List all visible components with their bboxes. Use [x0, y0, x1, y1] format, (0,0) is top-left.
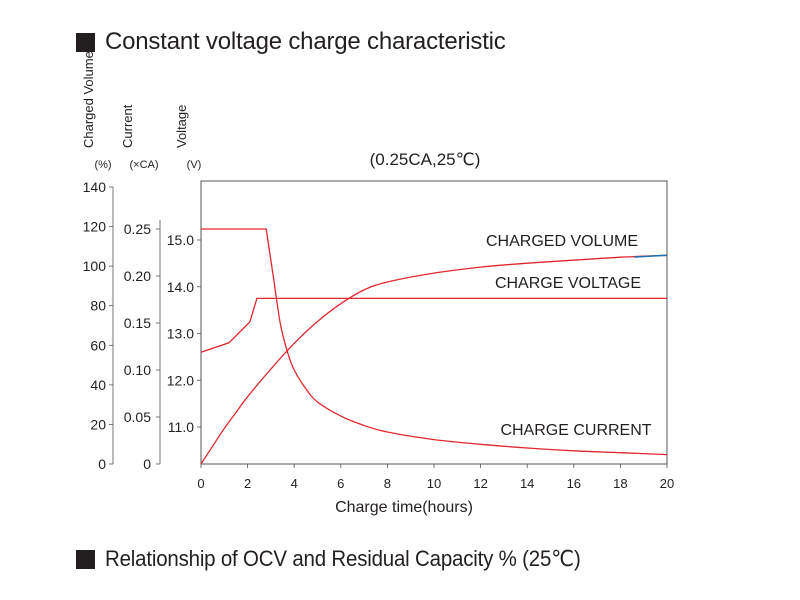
data-point [527, 447, 528, 448]
data-point [294, 369, 295, 370]
series-line-charge-current [201, 228, 668, 456]
data-point [305, 388, 306, 389]
data-point [433, 272, 434, 273]
data-point [340, 303, 341, 304]
black-square-icon [76, 32, 95, 52]
series-annotation: CHARGE VOLTAGE [495, 275, 641, 292]
y-tick-label: 100 [83, 258, 107, 274]
data-point [270, 298, 271, 299]
data-point [200, 352, 201, 353]
y-tick-label: 14.0 [167, 279, 194, 295]
x-tick-label: 20 [660, 476, 674, 491]
y-tick-label: 0.10 [124, 362, 151, 378]
data-point [273, 275, 274, 276]
y-axis-unit: (×CA) [129, 159, 158, 171]
data-point [224, 428, 225, 429]
series-annotation: CHARGED VOLUME [486, 233, 638, 250]
x-tick-label: 10 [427, 476, 441, 491]
data-point [433, 439, 434, 440]
y-axis-unit: (%) [94, 159, 111, 171]
data-point [666, 298, 667, 299]
y-tick-label: 0.25 [124, 221, 151, 237]
y-axis-unit: (V) [187, 159, 202, 171]
y-tick-label: 15.0 [167, 232, 194, 248]
heading-text: Relationship of OCV and Residual Capacit… [105, 546, 581, 571]
data-point [200, 463, 201, 464]
y-tick-label: 80 [90, 298, 106, 314]
y-tick-label: 13.0 [167, 326, 194, 342]
y-tick-label: 11.0 [168, 419, 194, 435]
y-tick-label: 0 [143, 456, 151, 472]
y-tick-label: 140 [83, 179, 107, 195]
section-heading-constant-voltage: Constant voltage charge characteristic [76, 28, 506, 56]
data-point [247, 396, 248, 397]
data-point [249, 321, 250, 322]
data-point [317, 298, 318, 299]
x-tick-label: 0 [197, 476, 204, 491]
data-point [256, 298, 257, 299]
data-point [317, 321, 318, 322]
x-tick-label: 2 [244, 476, 251, 491]
series-line-charged-volume [200, 254, 668, 465]
y-tick-label: 0.15 [124, 315, 151, 331]
y-tick-label: 0.05 [124, 409, 151, 425]
data-point [340, 415, 341, 416]
data-point [480, 267, 481, 268]
data-point [666, 454, 667, 455]
series-line-charge-voltage [200, 297, 667, 353]
data-point [620, 452, 621, 453]
data-point [620, 257, 621, 258]
x-tick-label: 16 [567, 476, 581, 491]
data-point [573, 450, 574, 451]
x-tick-label: 12 [473, 476, 487, 491]
data-point [287, 351, 288, 352]
y-tick-label: 40 [90, 377, 106, 393]
black-square-icon [76, 549, 95, 569]
series-annotation: CHARGE CURRENT [500, 422, 651, 439]
y-tick-label: 60 [90, 337, 106, 353]
data-point [270, 368, 271, 369]
y-tick-label: 12.0 [167, 372, 194, 388]
data-point [573, 260, 574, 261]
heading-text: Constant voltage charge characteristic [105, 28, 506, 55]
chart-title: (0.25CA,25℃) [370, 150, 481, 169]
data-point [280, 322, 281, 323]
y-tick-label: 120 [83, 219, 107, 235]
x-tick-label: 8 [384, 476, 391, 491]
data-point [235, 412, 236, 413]
data-point [527, 263, 528, 264]
data-point [550, 298, 551, 299]
data-point [364, 425, 365, 426]
data-point [387, 281, 388, 282]
series-line-tail [634, 254, 668, 258]
data-point [228, 342, 229, 343]
y-tick-label: 20 [90, 416, 106, 432]
y-tick-label: 0.20 [124, 268, 151, 284]
data-point [433, 298, 434, 299]
data-point [480, 444, 481, 445]
data-point [266, 228, 267, 229]
y-axis-title: Charged Volume [81, 51, 96, 148]
x-tick-label: 4 [291, 476, 298, 491]
section-heading-ocv: Relationship of OCV and Residual Capacit… [76, 546, 616, 572]
data-point [364, 289, 365, 290]
x-axis-title: Charge time(hours) [335, 499, 473, 516]
y-axis-title: Current [120, 104, 135, 148]
x-tick-label: 14 [520, 476, 534, 491]
y-tick-label: 0 [98, 456, 106, 472]
y-axis-title: Voltage [174, 105, 189, 148]
x-tick-label: 18 [613, 476, 627, 491]
data-point [212, 446, 213, 447]
x-tick-label: 6 [337, 476, 344, 491]
data-point [387, 431, 388, 432]
data-point [200, 228, 201, 229]
data-point [294, 343, 295, 344]
data-point [317, 401, 318, 402]
